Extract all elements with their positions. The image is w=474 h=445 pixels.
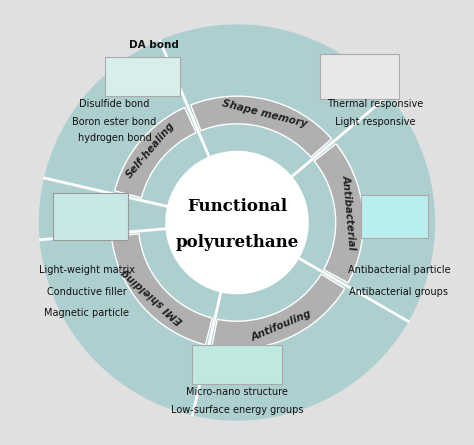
Text: Antibacterial particle: Antibacterial particle: [347, 265, 450, 275]
Text: Light responsive: Light responsive: [335, 117, 415, 127]
Wedge shape: [212, 274, 345, 349]
Text: DA bond: DA bond: [129, 40, 179, 50]
Text: Antifouling: Antifouling: [249, 309, 313, 343]
Text: Boron ester bond: Boron ester bond: [73, 117, 157, 127]
FancyBboxPatch shape: [54, 193, 128, 240]
Text: hydrogen bond: hydrogen bond: [78, 133, 152, 142]
Text: Thermal responsive: Thermal responsive: [327, 99, 423, 109]
Text: Functional: Functional: [187, 198, 287, 215]
FancyBboxPatch shape: [105, 57, 180, 96]
Wedge shape: [111, 234, 212, 345]
Text: Antibacterial: Antibacterial: [341, 174, 357, 251]
Text: Antibacterial groups: Antibacterial groups: [349, 287, 448, 297]
FancyBboxPatch shape: [191, 345, 283, 384]
Text: Disulfide bond: Disulfide bond: [80, 99, 150, 109]
Circle shape: [40, 25, 434, 420]
Text: polyurethane: polyurethane: [175, 234, 299, 251]
Text: EMI shielding: EMI shielding: [119, 267, 185, 326]
Text: Light-weight matrix: Light-weight matrix: [39, 265, 135, 275]
Text: Micro-nano structure: Micro-nano structure: [186, 387, 288, 397]
Text: Low-surface energy groups: Low-surface energy groups: [171, 405, 303, 415]
Circle shape: [166, 151, 308, 294]
Text: Magnetic particle: Magnetic particle: [45, 308, 129, 318]
Wedge shape: [314, 144, 364, 283]
Text: Conductive filler: Conductive filler: [47, 287, 127, 297]
Wedge shape: [191, 96, 332, 157]
FancyBboxPatch shape: [361, 195, 428, 238]
Wedge shape: [115, 108, 196, 198]
FancyBboxPatch shape: [320, 54, 399, 99]
Text: Shape memory: Shape memory: [220, 98, 308, 129]
Text: Self-healing: Self-healing: [125, 120, 177, 180]
